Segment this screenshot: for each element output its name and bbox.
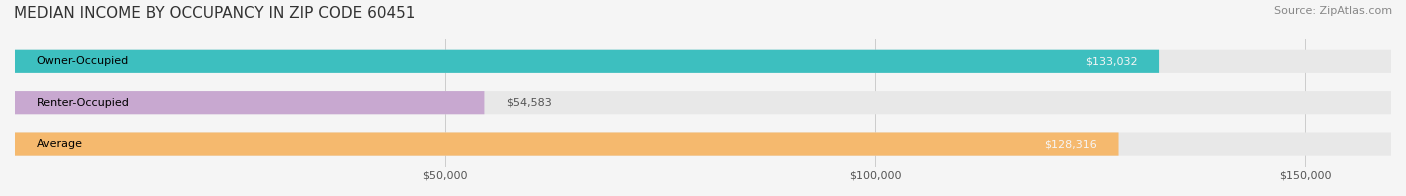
Text: MEDIAN INCOME BY OCCUPANCY IN ZIP CODE 60451: MEDIAN INCOME BY OCCUPANCY IN ZIP CODE 6…	[14, 6, 415, 21]
FancyBboxPatch shape	[15, 132, 1119, 156]
FancyBboxPatch shape	[15, 91, 1391, 114]
FancyBboxPatch shape	[15, 91, 485, 114]
FancyBboxPatch shape	[15, 50, 1159, 73]
Text: Source: ZipAtlas.com: Source: ZipAtlas.com	[1274, 6, 1392, 16]
FancyBboxPatch shape	[15, 132, 1391, 156]
Text: $128,316: $128,316	[1045, 139, 1097, 149]
Text: Renter-Occupied: Renter-Occupied	[37, 98, 129, 108]
Text: Owner-Occupied: Owner-Occupied	[37, 56, 129, 66]
FancyBboxPatch shape	[15, 50, 1391, 73]
Text: $133,032: $133,032	[1085, 56, 1137, 66]
Text: Average: Average	[37, 139, 83, 149]
Text: $54,583: $54,583	[506, 98, 551, 108]
